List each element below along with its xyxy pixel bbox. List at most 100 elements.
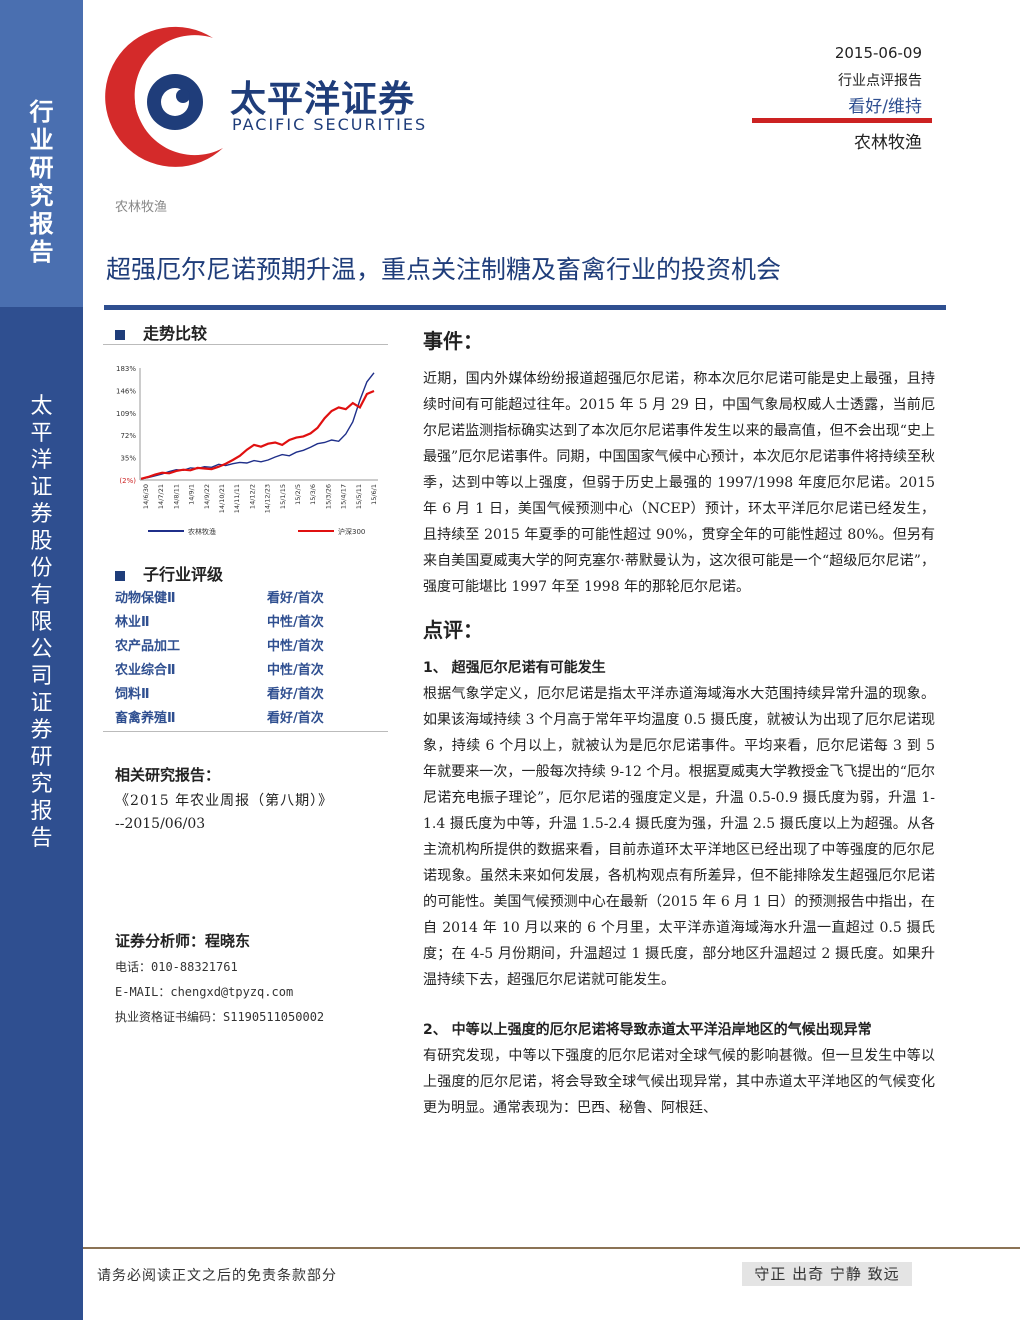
chart-x-tick-label: 14/11/11 xyxy=(233,484,241,513)
chart-y-tick-label: 146% xyxy=(116,387,136,395)
sidebar-company-char: 研 xyxy=(30,745,53,770)
sidebar-company-char: 股 xyxy=(30,529,53,554)
sidebar-report-type-char: 业 xyxy=(29,126,54,154)
sidebar-top-block xyxy=(0,0,83,307)
rating-row: 动物保健Ⅱ 看好/首次 xyxy=(115,587,355,611)
sidebar-report-type-char: 研 xyxy=(29,154,54,182)
chart-x-tick-label: 14/8/11 xyxy=(172,484,180,509)
chart-x-tick-label: 14/7/21 xyxy=(157,484,165,509)
chart-x-tick-label: 15/3/6 xyxy=(309,484,317,505)
header-accent-bar xyxy=(752,118,932,123)
chart-x-tick-label: 15/4/17 xyxy=(340,484,348,509)
report-type: 行业点评报告 xyxy=(838,73,922,89)
sidebar-company-char: 平 xyxy=(30,421,53,446)
sidebar-company-char: 告 xyxy=(30,826,53,851)
square-bullet-icon xyxy=(115,570,125,581)
section-2-paragraph: 有研究发现，中等以下强度的厄尔尼诺对全球气候的影响甚微。但一旦发生中等以上强度的… xyxy=(423,1048,935,1116)
sub-industry-rating: 看好/首次 xyxy=(267,687,324,702)
sidebar-company-char: 券 xyxy=(30,718,53,743)
related-report-date: --2015/06/03 xyxy=(115,816,206,832)
sub-industry-name: 林业Ⅱ xyxy=(115,615,150,630)
analyst-name: 证券分析师：程晓东 xyxy=(115,932,251,950)
event-paragraph: 近期，国内外媒体纷纷报道超强厄尔尼诺，称本次厄尔尼诺可能是史上最强，且持续时间有… xyxy=(423,371,935,595)
footer-divider xyxy=(83,1247,1020,1249)
sidebar-company-char: 有 xyxy=(30,583,53,608)
sidebar-company-char: 太 xyxy=(30,394,53,419)
sub-industry-name: 动物保健Ⅱ xyxy=(115,591,176,606)
related-reports-heading: 相关研究报告： xyxy=(115,766,221,784)
chart-x-tick-label: 14/12/2 xyxy=(248,484,256,509)
analyst-certificate: 执业资格证书编码：S1190511050002 xyxy=(115,1010,325,1024)
report-date: 2015-06-09 xyxy=(834,44,922,62)
sub-industry-name: 农产品加工 xyxy=(115,639,181,654)
sidebar-report-type-char: 报 xyxy=(29,210,54,238)
analyst-email: E-MAIL：chengxd@tpyzq.com xyxy=(115,985,294,999)
sector-name: 农林牧渔 xyxy=(854,133,922,153)
sub-rating-heading: 子行业评级 xyxy=(115,561,223,585)
sidebar-company-name: 太平洋证券股份有限公司证券研究报告 xyxy=(0,393,83,852)
chart-x-tick-label: 15/3/26 xyxy=(324,484,332,509)
chart-x-tick-label: 14/6/30 xyxy=(142,484,150,509)
sub-industry-rating: 中性/首次 xyxy=(267,663,324,678)
chart-y-tick-label: 183% xyxy=(116,365,136,373)
sub-industry-rating: 看好/首次 xyxy=(267,711,324,726)
sidebar-company-char: 司 xyxy=(30,664,53,689)
title-divider xyxy=(104,305,946,310)
rating-row: 饲料Ⅱ 看好/首次 xyxy=(115,683,355,707)
square-bullet-icon xyxy=(115,329,125,340)
sidebar-company-char: 究 xyxy=(30,772,53,797)
logo-chinese-name: 太平洋证券 xyxy=(230,79,416,120)
sub-industry-name: 饲料Ⅱ xyxy=(115,687,150,702)
trend-heading: 走势比较 xyxy=(115,320,207,344)
sub-industry-rating: 中性/首次 xyxy=(267,615,324,630)
chart-series-line xyxy=(140,389,375,480)
rating-row: 农产品加工 中性/首次 xyxy=(115,635,355,659)
sidebar-company-char: 证 xyxy=(30,475,53,500)
company-logo xyxy=(105,26,223,167)
sidebar-company-char: 洋 xyxy=(30,448,53,473)
analyst-phone: 电话：010-88321761 xyxy=(115,960,238,974)
chart-legend-label: 沪深300 xyxy=(338,527,365,536)
sub-industry-name: 农业综合Ⅱ xyxy=(115,663,176,678)
review-heading: 点评： xyxy=(423,618,483,642)
trend-chart: 183% 146% 109% 72% 35% (2%) 14/6/30 14/7/21 14/8… xyxy=(116,365,378,536)
left-column-divider xyxy=(103,731,388,732)
sub-industry-rating: 中性/首次 xyxy=(267,639,324,654)
sidebar-company-char: 报 xyxy=(30,799,53,824)
page-title: 超强厄尔尼诺预期升温，重点关注制糖及畜禽行业的投资机会 xyxy=(106,255,782,284)
chart-x-tick-label: 14/9/22 xyxy=(203,484,211,509)
sidebar-company-char: 证 xyxy=(30,691,53,716)
chart-x-tick-label: 15/5/11 xyxy=(355,484,363,509)
chart-x-tick-label: 14/9/1 xyxy=(188,484,196,505)
sub-industry-name: 畜禽养殖Ⅱ xyxy=(115,711,176,726)
industry-rating: 看好/维持 xyxy=(848,97,922,117)
breadcrumb: 农林牧渔 xyxy=(115,200,168,215)
chart-x-tick-label: 15/2/5 xyxy=(294,484,302,505)
chart-y-tick-label: 109% xyxy=(116,410,136,418)
main-content: 事件： 近期，国内外媒体纷纷报道超强厄尔尼诺，称本次厄尔尼诺可能是史上最强，且持… xyxy=(423,325,935,1121)
rating-row: 农业综合Ⅱ 中性/首次 xyxy=(115,659,355,683)
section-2-heading: 2、 中等以上强度的厄尔尼诺将导致赤道太平洋沿岸地区的气候出现异常 xyxy=(423,1022,872,1038)
logo-english-name: PACIFIC SECURITIES xyxy=(232,115,428,134)
related-report-title: 《2015 年农业周报（第八期）》 xyxy=(115,793,334,809)
chart-y-tick-label: (2%) xyxy=(119,477,136,485)
chart-y-tick-label: 72% xyxy=(120,432,136,440)
rating-row: 畜禽养殖Ⅱ 看好/首次 xyxy=(115,707,355,731)
sub-rating-table: 动物保健Ⅱ 看好/首次 林业Ⅱ 中性/首次 农产品加工 中性/首次 农业综合Ⅱ 中性/首次 饲料… xyxy=(115,587,355,731)
sidebar-report-type-char: 究 xyxy=(29,182,54,210)
chart-x-tick-label: 15/6/1 xyxy=(370,484,378,505)
company-motto: 守正 出奇 宁静 致远 xyxy=(742,1262,912,1286)
section-1-heading: 1、 超强厄尔尼诺有可能发生 xyxy=(423,660,606,676)
sidebar-report-type-char: 行 xyxy=(29,98,54,126)
sub-industry-rating: 看好/首次 xyxy=(267,591,324,606)
sidebar-company-char: 份 xyxy=(30,556,53,581)
left-column-divider xyxy=(103,344,388,345)
sidebar-company-char: 公 xyxy=(30,637,53,662)
chart-x-tick-label: 14/12/23 xyxy=(264,484,272,513)
sidebar-company-char: 限 xyxy=(30,610,53,635)
disclaimer-note: 请务必阅读正文之后的免责条款部分 xyxy=(97,1268,337,1284)
chart-x-tick-label: 15/1/15 xyxy=(279,484,287,509)
sidebar-report-type-char: 告 xyxy=(29,238,54,266)
event-heading: 事件： xyxy=(423,329,483,353)
section-1-paragraph: 根据气象学定义，厄尔尼诺是指太平洋赤道海域海水大范围持续异常升温的现象。如果该海… xyxy=(423,686,935,988)
